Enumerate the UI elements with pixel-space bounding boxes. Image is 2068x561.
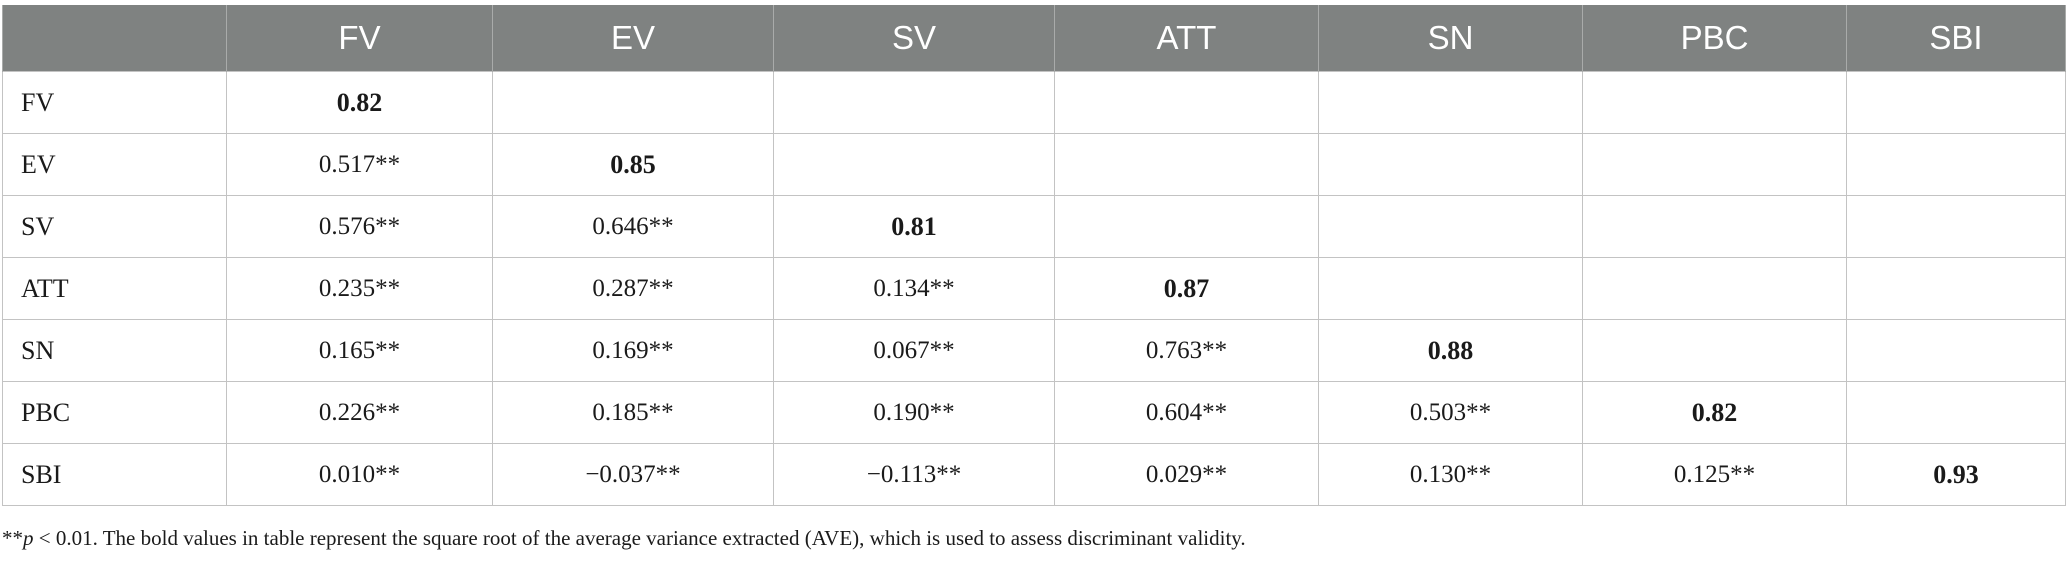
table-cell: 0.763**: [1054, 319, 1319, 382]
table-cell: [1582, 133, 1847, 196]
header-col-fv: FV: [226, 5, 493, 72]
table-cell: 0.576**: [226, 195, 493, 258]
table-cell: [1582, 257, 1847, 320]
row-label-sbi: SBI: [2, 443, 227, 506]
row-label-ev: EV: [2, 133, 227, 196]
table-cell: [1846, 195, 2066, 258]
table-cell: [1846, 319, 2066, 382]
table-cell: 0.82: [226, 71, 493, 134]
table-row: SV 0.576** 0.646** 0.81: [2, 195, 2066, 258]
table-cell: 0.517**: [226, 133, 493, 196]
row-label-fv: FV: [2, 71, 227, 134]
table-cell: [1318, 195, 1583, 258]
footnote-marker: **: [2, 526, 23, 550]
table-cell: [773, 71, 1055, 134]
footnote-p-symbol: p: [23, 526, 34, 550]
table-cell: [1846, 381, 2066, 444]
table-footnote: **p < 0.01. The bold values in table rep…: [2, 526, 1246, 551]
table-cell: 0.503**: [1318, 381, 1583, 444]
table-cell: 0.134**: [773, 257, 1055, 320]
header-col-ev: EV: [492, 5, 774, 72]
table-cell: [1054, 133, 1319, 196]
table-cell: 0.287**: [492, 257, 774, 320]
table-cell: 0.029**: [1054, 443, 1319, 506]
table-cell: 0.87: [1054, 257, 1319, 320]
table-cell: 0.010**: [226, 443, 493, 506]
header-col-sv: SV: [773, 5, 1055, 72]
table-cell: [1582, 71, 1847, 134]
table-cell: 0.88: [1318, 319, 1583, 382]
correlation-table-container: FV EV SV ATT SN PBC SBI FV 0.82 EV: [2, 5, 2066, 506]
table-cell: [1846, 71, 2066, 134]
table-cell: 0.165**: [226, 319, 493, 382]
table-cell: 0.82: [1582, 381, 1847, 444]
table-cell: −0.037**: [492, 443, 774, 506]
table-cell: 0.646**: [492, 195, 774, 258]
table-cell: 0.85: [492, 133, 774, 196]
discriminant-validity-table: FV EV SV ATT SN PBC SBI FV 0.82 EV: [2, 5, 2066, 506]
table-cell: −0.113**: [773, 443, 1055, 506]
table-row: SN 0.165** 0.169** 0.067** 0.763** 0.88: [2, 319, 2066, 382]
table-row: EV 0.517** 0.85: [2, 133, 2066, 196]
table-cell: [773, 133, 1055, 196]
table-row: PBC 0.226** 0.185** 0.190** 0.604** 0.50…: [2, 381, 2066, 444]
table-cell: [1318, 257, 1583, 320]
header-col-pbc: PBC: [1582, 5, 1847, 72]
row-label-pbc: PBC: [2, 381, 227, 444]
table-cell: [1318, 71, 1583, 134]
table-cell: 0.067**: [773, 319, 1055, 382]
header-col-att: ATT: [1054, 5, 1319, 72]
row-label-att: ATT: [2, 257, 227, 320]
table-cell: 0.81: [773, 195, 1055, 258]
table-cell: [1054, 71, 1319, 134]
table-cell: 0.235**: [226, 257, 493, 320]
table-cell: [492, 71, 774, 134]
table-cell: 0.93: [1846, 443, 2066, 506]
table-row: FV 0.82: [2, 71, 2066, 134]
table-cell: 0.125**: [1582, 443, 1847, 506]
table-cell: 0.604**: [1054, 381, 1319, 444]
table-cell: [1582, 195, 1847, 258]
header-row: FV EV SV ATT SN PBC SBI: [2, 5, 2066, 72]
table-cell: [1846, 133, 2066, 196]
table-cell: [1054, 195, 1319, 258]
table-cell: 0.185**: [492, 381, 774, 444]
header-corner: [2, 5, 227, 72]
table-row: SBI 0.010** −0.037** −0.113** 0.029** 0.…: [2, 443, 2066, 506]
table-cell: [1582, 319, 1847, 382]
table-cell: 0.226**: [226, 381, 493, 444]
table-cell: [1318, 133, 1583, 196]
table-cell: 0.190**: [773, 381, 1055, 444]
header-col-sn: SN: [1318, 5, 1583, 72]
row-label-sn: SN: [2, 319, 227, 382]
footnote-text: < 0.01. The bold values in table represe…: [33, 526, 1246, 550]
table-row: ATT 0.235** 0.287** 0.134** 0.87: [2, 257, 2066, 320]
table-cell: 0.130**: [1318, 443, 1583, 506]
row-label-sv: SV: [2, 195, 227, 258]
header-col-sbi: SBI: [1846, 5, 2066, 72]
table-cell: 0.169**: [492, 319, 774, 382]
table-cell: [1846, 257, 2066, 320]
